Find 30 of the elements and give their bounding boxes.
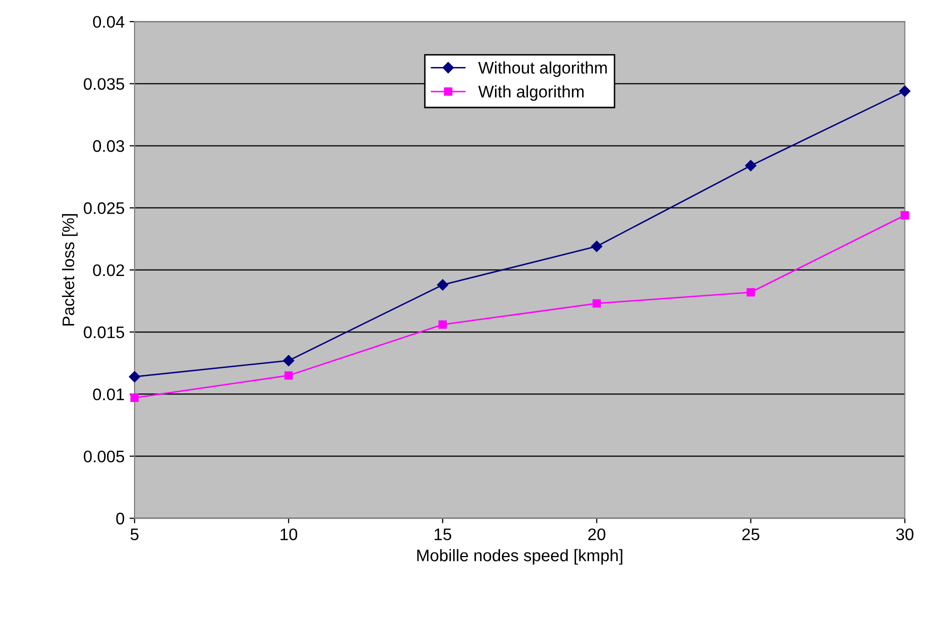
x-tick-label: 25 [742, 528, 760, 540]
y-tick-label: 0.025 [84, 202, 124, 214]
point [284, 371, 293, 380]
point [437, 279, 448, 290]
point [746, 288, 755, 296]
legend-label: With algorithm [478, 85, 584, 101]
point [128, 371, 140, 382]
point [900, 211, 909, 220]
point [283, 354, 294, 366]
y-tick-label: 0 [116, 512, 124, 524]
y-axis-title: Packet loss [%] [62, 214, 78, 326]
point [745, 160, 756, 172]
y-tick-label: 0.02 [93, 264, 124, 276]
point [899, 86, 910, 97]
point [438, 320, 447, 329]
y-tick-label: 0.01 [93, 388, 124, 400]
x-tick-label: 5 [130, 528, 138, 540]
legend-label: Without algorithm [478, 61, 607, 77]
x-tick-label: 15 [434, 528, 452, 540]
y-tick-label: 0.005 [84, 450, 124, 462]
y-tick-label: 0.015 [84, 326, 124, 338]
point [591, 240, 602, 252]
y-tick-label: 0.035 [84, 78, 124, 90]
x-tick-label: 20 [588, 528, 606, 540]
x-tick-label: 30 [896, 528, 914, 540]
x-tick-label: 10 [280, 528, 298, 540]
point [592, 299, 601, 308]
y-tick-label: 0.03 [93, 140, 124, 152]
x-axis-title: Mobille nodes speed [kmph] [417, 549, 622, 565]
y-tick-label: 0.04 [93, 16, 124, 28]
